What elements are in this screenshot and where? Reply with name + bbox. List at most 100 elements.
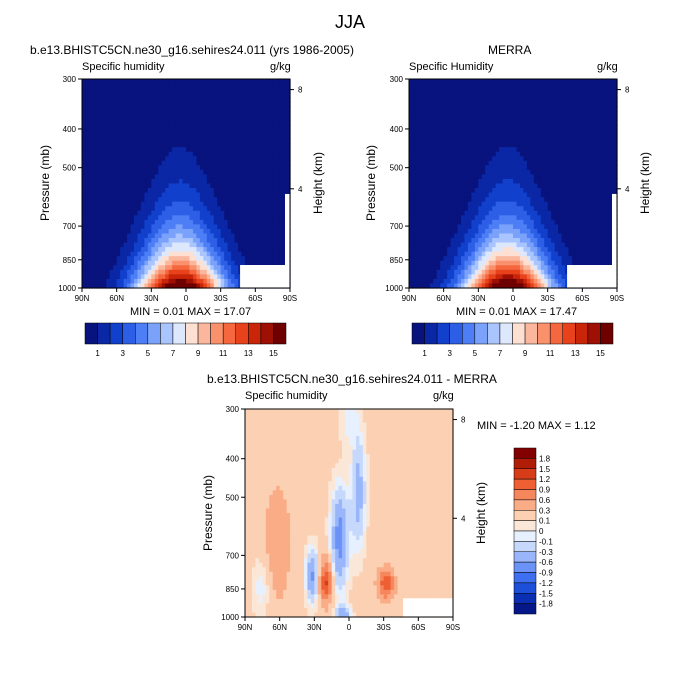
heatmap-cell bbox=[509, 83, 514, 89]
heatmap-cell bbox=[488, 115, 493, 121]
heatmap-cell bbox=[95, 201, 100, 207]
heatmap-cell bbox=[276, 160, 281, 166]
heatmap-cell bbox=[530, 238, 535, 244]
heatmap-cell bbox=[123, 133, 128, 139]
heatmap-cell bbox=[120, 151, 125, 157]
heatmap-cell bbox=[123, 238, 128, 244]
heatmap-cell bbox=[231, 151, 236, 157]
heatmap-cell bbox=[589, 101, 594, 107]
heatmap-cell bbox=[565, 101, 570, 107]
heatmap-cell bbox=[109, 88, 114, 94]
heatmap-cell bbox=[436, 238, 441, 244]
heatmap-cell bbox=[213, 206, 218, 212]
heatmap-cell bbox=[82, 192, 87, 198]
heatmap-cell bbox=[82, 133, 87, 139]
heatmap-cell bbox=[596, 210, 601, 216]
heatmap-cell bbox=[578, 233, 583, 239]
heatmap-cell bbox=[565, 188, 570, 194]
heatmap-cell bbox=[213, 251, 218, 257]
heatmap-cell bbox=[276, 188, 281, 194]
heatmap-cell bbox=[158, 206, 163, 212]
heatmap-cell bbox=[540, 142, 545, 148]
heatmap-cell bbox=[147, 92, 152, 98]
heatmap-cell bbox=[578, 228, 583, 235]
heatmap-cell bbox=[457, 160, 462, 166]
heatmap-cell bbox=[251, 192, 256, 198]
heatmap-cell bbox=[568, 183, 573, 189]
heatmap-cell bbox=[85, 278, 90, 285]
heatmap-cell bbox=[238, 283, 243, 289]
heatmap-cell bbox=[116, 165, 121, 171]
heatmap-cell bbox=[137, 197, 142, 203]
heatmap-cell bbox=[179, 283, 184, 289]
heatmap-cell bbox=[203, 278, 208, 285]
heatmap-cell bbox=[596, 224, 601, 230]
heatmap-cell bbox=[596, 83, 601, 89]
heatmap-cell bbox=[82, 278, 87, 285]
heatmap-cell bbox=[467, 233, 472, 239]
heatmap-cell bbox=[571, 101, 576, 107]
heatmap-cell bbox=[516, 83, 521, 89]
heatmap-cell bbox=[210, 278, 215, 285]
heatmap-cell bbox=[571, 169, 576, 176]
heatmap-cell bbox=[599, 147, 604, 153]
heatmap-cell bbox=[248, 128, 253, 135]
heatmap-cell bbox=[464, 115, 469, 121]
heatmap-cell bbox=[196, 142, 201, 148]
heatmap-cell bbox=[168, 247, 173, 253]
heatmap-cell bbox=[571, 233, 576, 239]
heatmap-cell bbox=[276, 115, 281, 121]
heatmap-cell bbox=[409, 92, 414, 98]
heatmap-cell bbox=[467, 215, 472, 221]
heatmap-cell bbox=[596, 174, 601, 180]
heatmap-cell bbox=[120, 178, 125, 185]
heatmap-cell bbox=[478, 219, 483, 225]
heatmap-cell bbox=[286, 138, 291, 144]
heatmap-cell bbox=[592, 192, 597, 198]
heatmap-cell bbox=[526, 124, 531, 130]
heatmap-cell bbox=[134, 106, 139, 112]
heatmap-cell bbox=[415, 97, 420, 103]
heatmap-cell bbox=[436, 151, 441, 157]
heatmap-cell bbox=[168, 88, 173, 94]
heatmap-cell bbox=[182, 256, 187, 262]
heatmap-cell bbox=[269, 188, 274, 194]
heatmap-cell bbox=[568, 151, 573, 157]
heatmap-cell bbox=[210, 124, 215, 130]
heatmap-cell bbox=[433, 101, 438, 107]
heatmap-cell bbox=[210, 178, 215, 185]
heatmap-cell bbox=[251, 124, 256, 130]
heatmap-cell bbox=[516, 88, 521, 94]
panel2-units-label: g/kg bbox=[597, 61, 618, 73]
heatmap-cell bbox=[82, 260, 87, 266]
heatmap-cell bbox=[189, 174, 194, 180]
heatmap-cell bbox=[481, 83, 486, 89]
heatmap-cell bbox=[488, 156, 493, 162]
heatmap-cell bbox=[179, 133, 184, 139]
heatmap-cell bbox=[565, 151, 570, 157]
heatmap-cell bbox=[526, 133, 531, 139]
heatmap-cell bbox=[526, 97, 531, 103]
heatmap-cell bbox=[464, 178, 469, 185]
heatmap-cell bbox=[506, 160, 511, 166]
heatmap-cell bbox=[130, 92, 135, 98]
heatmap-cell bbox=[457, 165, 462, 171]
heatmap-cell bbox=[279, 124, 284, 130]
heatmap-cell bbox=[606, 106, 611, 112]
heatmap-cell bbox=[554, 124, 559, 130]
heatmap-cell bbox=[433, 138, 438, 144]
heatmap-cell bbox=[172, 147, 177, 153]
heatmap-cell bbox=[429, 169, 434, 176]
heatmap-cell bbox=[161, 215, 166, 221]
heatmap-cell bbox=[106, 165, 111, 171]
heatmap-cell bbox=[234, 151, 239, 157]
heatmap-cell bbox=[426, 138, 431, 144]
heatmap-cell bbox=[443, 242, 448, 248]
heatmap-cell bbox=[231, 283, 236, 289]
heatmap-cell bbox=[530, 92, 535, 98]
heatmap-cell bbox=[210, 128, 215, 135]
heatmap-cell bbox=[130, 247, 135, 253]
heatmap-cell bbox=[540, 192, 545, 198]
heatmap-cell bbox=[206, 274, 211, 280]
heatmap-cell bbox=[130, 224, 135, 230]
